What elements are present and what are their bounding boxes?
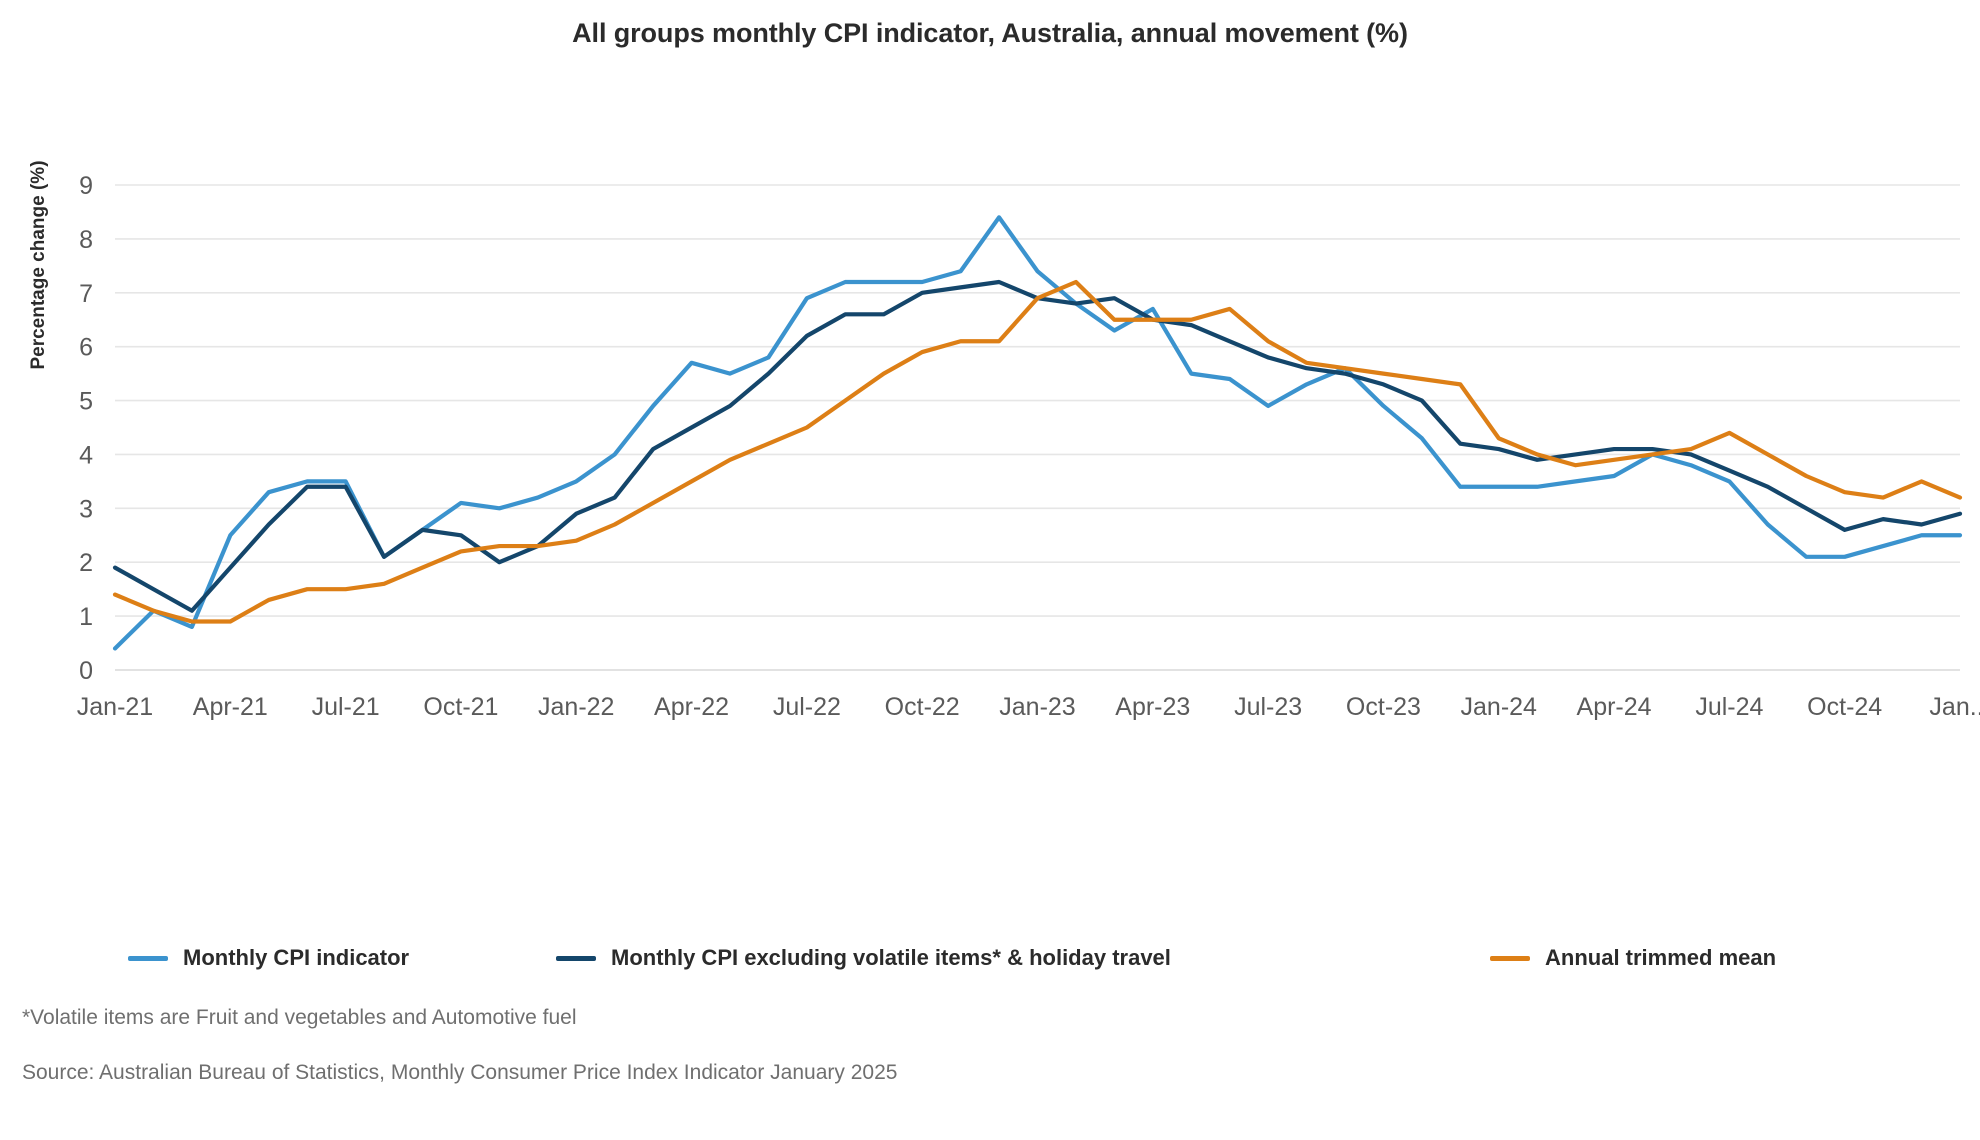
x-axis-tick-label: Jul-22 [773,693,841,721]
plot-area: Percentage change (%) 0 1 2 3 4 5 6 7 8 9 Jan-21 Ap… [0,150,1980,850]
x-axis-tick-label: Jan-21 [77,693,153,721]
x-axis-tick-label: Apr-21 [193,693,268,721]
y-axis-tick-label: 9 [79,172,93,200]
y-axis-tick-label: 1 [79,603,93,631]
legend-label: Annual trimmed mean [1545,945,1777,970]
legend-item-monthly-cpi-excluding-volatile[interactable]: Monthly CPI excluding volatile items* & … [556,938,1171,978]
y-axis-tick-label: 2 [79,549,93,577]
x-axis-tick-label: Oct-22 [885,693,960,721]
x-axis-tick-label: Apr-24 [1577,693,1652,721]
series-line-2 [112,279,1963,624]
legend-color-swatch [128,955,168,961]
y-axis-tick-label: 8 [79,226,93,254]
x-axis-tick-label: Jan-22 [538,693,614,721]
y-axis-tick-label: 4 [79,441,93,469]
chart-title: All groups monthly CPI indicator, Austra… [572,18,1408,48]
x-axis-tick-label: Jul-23 [1234,693,1302,721]
x-axis-tick-label: Oct-23 [1346,693,1421,721]
legend-item-annual-trimmed-mean[interactable]: Annual trimmed mean [1490,938,1776,978]
y-axis-tick-label: 5 [79,388,93,416]
y-axis-tick-label: 7 [79,280,93,308]
x-axis-tick-label: Oct-24 [1807,693,1882,721]
x-axis-tick-label: Jan-24 [1461,693,1538,721]
y-axis-tick-label: 0 [79,657,93,685]
series-line-1 [112,279,1963,613]
footnote-source: Source: Australian Bureau of Statistics,… [22,1061,898,1085]
legend-label: Monthly CPI indicator [183,945,410,970]
footnote-volatile-items: *Volatile items are Fruit and vegetables… [22,1006,577,1029]
line-chart-svg: 0 1 2 3 4 5 6 7 8 9 Jan-21 Apr-21 Jul-21 Oct-21 Jan-22… [77,172,1980,721]
x-axis-tick-label: Jan... [1929,693,1980,721]
x-axis-tick-label: Apr-22 [654,693,729,721]
x-axis-tick-label: Apr-23 [1115,693,1190,721]
x-axis-tick-label: Jan-23 [999,693,1075,721]
y-axis-tick-label: 3 [79,495,93,523]
x-axis-tick-label: Jul-21 [312,693,380,721]
x-axis-tick-label: Oct-21 [423,693,498,721]
footnotes: *Volatile items are Fruit and vegetables… [22,1005,1922,1115]
legend-color-swatch [1490,955,1530,961]
chart-legend: Monthly CPI indicator Monthly CPI exclud… [0,938,1980,978]
legend-label: Monthly CPI excluding volatile items* & … [611,945,1171,970]
y-axis-tick-label: 6 [79,334,93,362]
legend-item-monthly-cpi-indicator[interactable]: Monthly CPI indicator [128,938,409,978]
series-line-0 [112,215,1963,651]
x-axis-tick-label: Jul-24 [1695,693,1763,721]
legend-color-swatch [556,955,596,961]
